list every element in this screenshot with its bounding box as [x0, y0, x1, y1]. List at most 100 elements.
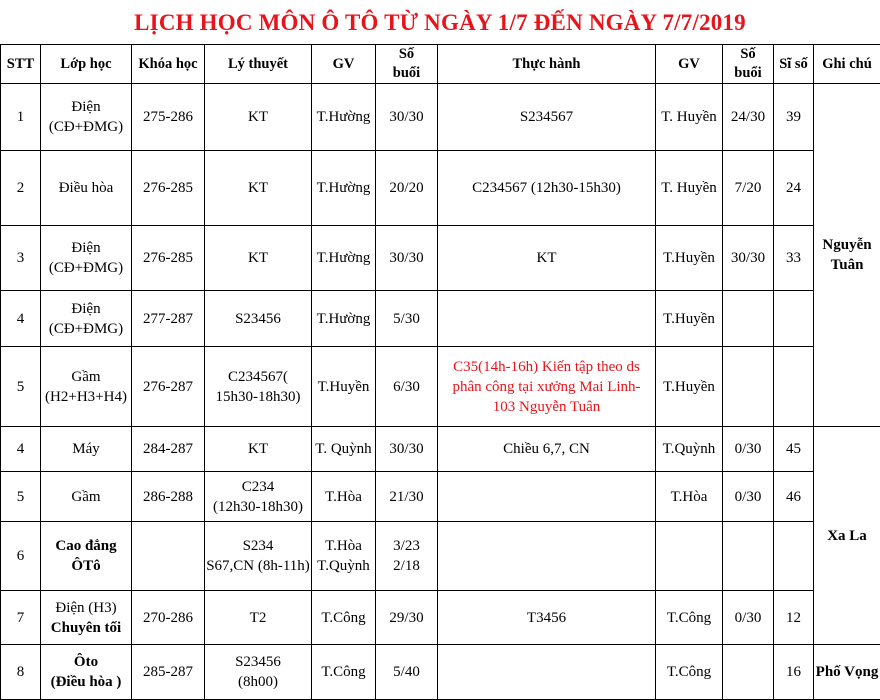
- schedule-table: STT Lớp học Khóa học Lý thuyết GV Số buổi Thực…: [0, 44, 880, 700]
- cell-sessions-practice: [722, 346, 774, 427]
- cell-teacher-theory: T.Công: [311, 590, 376, 645]
- cell-class-size: 45: [773, 426, 814, 472]
- cell-class: Gầm: [40, 471, 132, 522]
- table-row: 5 Gầm (H2+H3+H4) 276-287 C234567( 15h30-18h…: [0, 346, 880, 427]
- table-row: 4 Máy 284-287 KT T. Quỳnh 30/30 Chiều 6,7, CN T…: [0, 426, 880, 645]
- cell-theory: KT: [204, 150, 312, 226]
- cell-class-size: 16: [773, 644, 814, 700]
- cell-theory: C234567( 15h30-18h30): [204, 346, 312, 427]
- cell-teacher-practice: T.Công: [655, 644, 723, 700]
- cell-sessions-theory: 6/30: [375, 346, 438, 427]
- cell-class: Cao đẳng ÔTô: [40, 521, 132, 591]
- cell-stt: 2: [0, 150, 41, 226]
- cell-stt: 6: [0, 521, 41, 591]
- cell-teacher-theory: T.Hường: [311, 150, 376, 226]
- cell-class: Điện (H3) Chuyên tối: [40, 590, 132, 645]
- cell-teacher-practice: T.Hòa: [655, 471, 723, 522]
- header-row: STT Lớp học Khóa học Lý thuyết GV Số buổi Thực…: [0, 44, 880, 84]
- cell-class-size: [773, 290, 814, 347]
- cell-theory: S23456: [204, 290, 312, 347]
- cell-sessions-theory: 30/30: [375, 426, 438, 472]
- cell-teacher-theory: T.Hường: [311, 225, 376, 291]
- cell-practice: [437, 644, 656, 700]
- cell-theory: KT: [204, 225, 312, 291]
- cell-class-size: 46: [773, 471, 814, 522]
- cell-class: Điện (CĐ+ĐMG): [40, 225, 132, 291]
- cell-theory: S23456 (8h00): [204, 644, 312, 700]
- cell-stt: 3: [0, 225, 41, 291]
- cell-sessions-practice: 0/30: [722, 471, 774, 522]
- cell-sessions-theory: 5/40: [375, 644, 438, 700]
- table-row: 4 Điện (CĐ+ĐMG) 277-287 S23456 T.Hường 5/30 T.…: [0, 290, 880, 347]
- cell-practice: [437, 290, 656, 347]
- table-row: 5 Gầm 286-288 C234 (12h30-18h30) T.Hòa 21/30 T…: [0, 471, 880, 522]
- cell-class: Máy: [40, 426, 132, 472]
- cell-sessions-practice: 0/30: [722, 426, 774, 472]
- cell-class-size: 39: [773, 83, 814, 151]
- cell-teacher-practice: T. Huyền: [655, 83, 723, 151]
- cell-sessions-theory: 5/30: [375, 290, 438, 347]
- cell-class: Điều hòa: [40, 150, 132, 226]
- cell-practice: [437, 471, 656, 522]
- cell-stt: 1: [0, 83, 41, 151]
- cell-sessions-practice: 24/30: [722, 83, 774, 151]
- cell-stt: 5: [0, 471, 41, 522]
- cell-stt: 4: [0, 426, 41, 472]
- cell-sessions-theory: 30/30: [375, 225, 438, 291]
- cell-teacher-theory: T. Quỳnh: [311, 426, 376, 472]
- cell-practice: S234567: [437, 83, 656, 151]
- header-teacher-theory: GV: [311, 44, 376, 84]
- cell-practice: C35(14h-16h) Kiến tập theo ds phân công …: [437, 346, 656, 427]
- header-class: Lớp học: [40, 44, 132, 84]
- cell-theory: T2: [204, 590, 312, 645]
- cell-class-size: [773, 521, 814, 591]
- cell-sessions-practice: 0/30: [722, 590, 774, 645]
- cell-class: Điện (CĐ+ĐMG): [40, 290, 132, 347]
- cell-teacher-practice: [655, 521, 723, 591]
- cell-class: Ôto (Điều hòa ): [40, 644, 132, 700]
- cell-teacher-practice: T.Quỳnh: [655, 426, 723, 472]
- cell-sessions-practice: 7/20: [722, 150, 774, 226]
- cell-class-size: 24: [773, 150, 814, 226]
- cell-course: 276-287: [131, 346, 205, 427]
- cell-class-size: [773, 346, 814, 427]
- table-row: 1 Điện (CĐ+ĐMG) 275-286 KT T.Hường 30/30 S2345…: [0, 83, 880, 427]
- cell-teacher-theory: T.Hòa: [311, 471, 376, 522]
- cell-sessions-practice: [722, 644, 774, 700]
- cell-teacher-practice: T. Huyền: [655, 150, 723, 226]
- cell-teacher-theory: T.Hường: [311, 83, 376, 151]
- cell-teacher-theory: T.Công: [311, 644, 376, 700]
- cell-notes: Xa La: [813, 426, 880, 645]
- page-title: LỊCH HỌC MÔN Ô TÔ TỪ NGÀY 1/7 ĐẾN NGÀY 7…: [134, 10, 746, 35]
- header-practice: Thực hành: [437, 44, 656, 84]
- cell-sessions-theory: 20/20: [375, 150, 438, 226]
- table-row: 8 Ôto (Điều hòa ) 285-287 S23456 (8h00) T.Cô…: [0, 644, 880, 700]
- cell-teacher-practice: T.Công: [655, 590, 723, 645]
- cell-teacher-practice: T.Huyền: [655, 346, 723, 427]
- cell-notes: Nguyễn Tuân: [813, 83, 880, 427]
- cell-class-size: 12: [773, 590, 814, 645]
- cell-teacher-practice: T.Huyền: [655, 290, 723, 347]
- header-sessions-theory: Số buổi: [375, 44, 438, 84]
- cell-sessions-practice: [722, 290, 774, 347]
- cell-course: 270-286: [131, 590, 205, 645]
- cell-course: [131, 521, 205, 591]
- class-name: Điện (H3): [55, 599, 117, 616]
- cell-course: 277-287: [131, 290, 205, 347]
- cell-course: 275-286: [131, 83, 205, 151]
- cell-course: 276-285: [131, 225, 205, 291]
- cell-class: Điện (CĐ+ĐMG): [40, 83, 132, 151]
- cell-sessions-theory: 21/30: [375, 471, 438, 522]
- cell-sessions-practice: [722, 521, 774, 591]
- cell-stt: 7: [0, 590, 41, 645]
- table-row: 2 Điều hòa 276-285 KT T.Hường 20/20 C234567 (1…: [0, 150, 880, 226]
- cell-sessions-theory: 29/30: [375, 590, 438, 645]
- header-teacher-practice: GV: [655, 44, 723, 84]
- header-stt: STT: [0, 44, 41, 84]
- header-class-size: Sĩ số: [773, 44, 814, 84]
- table-row: 6 Cao đẳng ÔTô S234 S67,CN (8h-11h) T.Hòa T…: [0, 521, 880, 591]
- cell-course: 276-285: [131, 150, 205, 226]
- cell-class: Gầm (H2+H3+H4): [40, 346, 132, 427]
- cell-sessions-theory: 3/23 2/18: [375, 521, 438, 591]
- cell-stt: 4: [0, 290, 41, 347]
